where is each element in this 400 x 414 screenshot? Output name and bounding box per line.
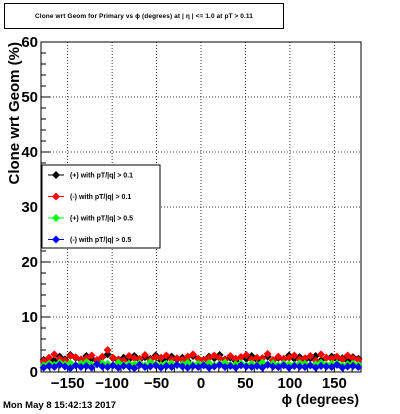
data-point: [317, 350, 325, 359]
x-tick-label: 100: [277, 375, 302, 392]
data-point: [151, 353, 160, 362]
legend-marker: [52, 192, 60, 201]
y-tick-label: 20: [21, 254, 38, 271]
data-point: [135, 354, 144, 363]
series-4: [39, 360, 363, 373]
data-point: [290, 351, 299, 360]
x-tick-label: −150: [51, 375, 85, 392]
data-point: [333, 360, 341, 369]
data-point: [66, 364, 75, 373]
data-point: [189, 361, 197, 370]
chart-title: Clone wrt Geom for Primary vs ϕ (degrees…: [35, 12, 253, 20]
x-tick-label: 0: [197, 375, 205, 392]
data-point: [354, 363, 363, 372]
data-point: [141, 350, 149, 359]
data-point: [130, 354, 139, 363]
data-point: [258, 363, 267, 372]
data-point: [162, 361, 171, 370]
data-point: [130, 364, 139, 373]
x-tick-label: 150: [322, 375, 347, 392]
data-point: [93, 355, 101, 364]
data-point: [221, 363, 229, 372]
data-point: [290, 361, 299, 370]
x-tick-label: 50: [237, 375, 254, 392]
data-point: [45, 353, 53, 362]
data-point: [338, 355, 347, 364]
legend-label: (-) with pT/|q| > 0.1: [70, 194, 131, 201]
data-point: [141, 363, 149, 372]
data-point: [354, 355, 363, 364]
data-point: [253, 353, 261, 362]
legend-marker: [52, 235, 60, 244]
data-point: [242, 362, 251, 371]
chart-title-box: Clone wrt Geom for Primary vs ϕ (degrees…: [4, 3, 284, 29]
legend-label: (+) with pT/|q| > 0.5: [70, 216, 133, 223]
legend-entry-4: (-) with pT/|q| > 0.5: [48, 235, 131, 244]
legend: (+) with pT/|q| > 0.1 (-) with pT/|q| > 0…: [41, 164, 161, 249]
data-point: [39, 357, 48, 365]
data-point: [50, 350, 59, 359]
legend-label: (+) with pT/|q| > 0.1: [70, 173, 133, 180]
data-point: [189, 350, 197, 359]
data-point: [146, 362, 155, 371]
data-point: [322, 362, 331, 371]
legend-marker: [52, 214, 60, 222]
data-point: [333, 352, 341, 361]
data-point: [338, 363, 347, 372]
data-point: [162, 351, 171, 360]
data-point: [269, 362, 277, 371]
data-point: [247, 363, 256, 372]
x-tick-label: −50: [144, 375, 169, 392]
data-point: [295, 362, 304, 371]
y-tick-label: 10: [21, 309, 38, 326]
data-point: [349, 361, 357, 370]
legend-entry-1: (+) with pT/|q| > 0.1: [48, 171, 133, 180]
y-axis-label: Clone wrt Geom (%): [6, 42, 23, 185]
data-point: [263, 349, 272, 358]
data-point: [343, 362, 352, 371]
data-point: [237, 361, 245, 370]
data-point: [77, 355, 85, 364]
tick-labels: −150 −100 −50 0 50 100 150 0 10 20 30 40 50 60: [21, 34, 347, 392]
data-point: [119, 361, 128, 370]
y-tick-label: 0: [30, 364, 38, 381]
y-tick-label: 40: [21, 144, 38, 161]
data-point: [77, 363, 85, 372]
data-point: [317, 361, 325, 370]
timestamp: Mon May 8 15:42:13 2017: [3, 400, 117, 411]
data-point: [45, 361, 53, 370]
data-point: [178, 355, 187, 364]
legend-box: [41, 164, 161, 249]
legend-entry-3: (+) with pT/|q| > 0.5: [48, 214, 133, 223]
data-point: [242, 350, 251, 359]
data-point: [343, 351, 352, 360]
legend-entry-2: (-) with pT/|q| > 0.1: [48, 192, 131, 201]
legend-label: (-) with pT/|q| > 0.5: [70, 237, 131, 244]
data-point: [87, 363, 96, 372]
data-point: [205, 363, 213, 372]
y-tick-label: 30: [21, 199, 38, 216]
data-point: [98, 352, 107, 361]
data-point: [66, 352, 75, 361]
x-axis-label: ϕ (degrees): [282, 391, 359, 407]
y-tick-label: 60: [21, 34, 38, 51]
data-point: [258, 354, 267, 363]
data-point: [178, 362, 187, 371]
data-point: [103, 346, 112, 354]
x-tick-label: −100: [95, 375, 129, 392]
data-point: [322, 353, 331, 362]
data-points: [39, 346, 363, 373]
y-tick-label: 50: [21, 89, 38, 106]
data-point: [306, 352, 315, 361]
data-point: [279, 354, 288, 363]
data-point: [87, 351, 96, 360]
data-point: [226, 352, 235, 361]
data-point: [98, 362, 107, 371]
data-point: [210, 351, 219, 360]
legend-marker: [52, 171, 60, 179]
